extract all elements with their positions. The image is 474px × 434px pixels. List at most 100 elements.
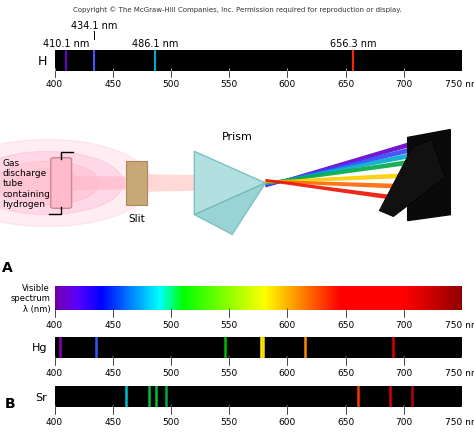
- Text: 750 nm: 750 nm: [445, 417, 474, 426]
- Bar: [285, 286, 286, 310]
- Bar: [275, 286, 276, 310]
- Bar: [67, 286, 68, 310]
- Bar: [126, 162, 147, 205]
- Bar: [106, 286, 107, 310]
- Bar: [279, 286, 280, 310]
- Bar: [237, 286, 238, 310]
- Text: Sr: Sr: [36, 392, 47, 401]
- Bar: [302, 286, 303, 310]
- Bar: [247, 286, 248, 310]
- Bar: [333, 286, 334, 310]
- Bar: [458, 286, 459, 310]
- Bar: [234, 286, 235, 310]
- Bar: [248, 286, 249, 310]
- Bar: [192, 286, 193, 310]
- Bar: [256, 286, 257, 310]
- Bar: [272, 286, 273, 310]
- Bar: [438, 286, 439, 310]
- Bar: [209, 286, 210, 310]
- Bar: [355, 286, 356, 310]
- Bar: [189, 286, 190, 310]
- Bar: [265, 286, 266, 310]
- Bar: [386, 286, 387, 310]
- Text: 550: 550: [220, 80, 238, 89]
- Bar: [392, 286, 393, 310]
- Bar: [280, 286, 281, 310]
- Bar: [382, 286, 383, 310]
- Bar: [387, 286, 388, 310]
- Bar: [411, 286, 412, 310]
- Bar: [304, 286, 305, 310]
- Bar: [339, 286, 340, 310]
- Circle shape: [0, 152, 123, 215]
- Bar: [457, 286, 458, 310]
- Bar: [359, 286, 360, 310]
- Bar: [370, 286, 371, 310]
- Bar: [343, 286, 344, 310]
- Bar: [335, 286, 336, 310]
- Bar: [65, 286, 66, 310]
- Bar: [409, 286, 410, 310]
- Bar: [99, 286, 100, 310]
- Bar: [413, 286, 414, 310]
- Bar: [415, 286, 416, 310]
- Bar: [318, 286, 319, 310]
- Bar: [187, 286, 188, 310]
- Bar: [278, 286, 279, 310]
- Bar: [330, 286, 331, 310]
- Bar: [273, 286, 274, 310]
- Bar: [157, 286, 158, 310]
- Bar: [60, 286, 61, 310]
- Bar: [183, 286, 184, 310]
- Bar: [232, 286, 233, 310]
- Bar: [446, 286, 447, 310]
- Bar: [423, 286, 424, 310]
- Bar: [174, 286, 175, 310]
- Bar: [109, 286, 110, 310]
- Text: 500: 500: [163, 80, 180, 89]
- Polygon shape: [265, 181, 417, 190]
- Bar: [397, 286, 398, 310]
- Bar: [169, 286, 170, 310]
- Bar: [88, 286, 89, 310]
- Text: 600: 600: [279, 80, 296, 89]
- Bar: [429, 286, 430, 310]
- Bar: [97, 286, 98, 310]
- Bar: [327, 286, 328, 310]
- Bar: [264, 286, 265, 310]
- Bar: [452, 286, 453, 310]
- Bar: [155, 286, 156, 310]
- Bar: [168, 286, 169, 310]
- Bar: [290, 286, 291, 310]
- Bar: [208, 286, 209, 310]
- Bar: [108, 286, 109, 310]
- Text: Copyright © The McGraw-Hill Companies, Inc. Permission required for reproduction: Copyright © The McGraw-Hill Companies, I…: [73, 7, 401, 13]
- Bar: [114, 286, 115, 310]
- Bar: [58, 286, 59, 310]
- Bar: [199, 286, 200, 310]
- Bar: [206, 286, 207, 310]
- Bar: [431, 286, 432, 310]
- Bar: [364, 286, 365, 310]
- Bar: [83, 286, 84, 310]
- Bar: [156, 286, 157, 310]
- Bar: [344, 286, 345, 310]
- Bar: [221, 286, 222, 310]
- Bar: [365, 286, 366, 310]
- Bar: [86, 286, 87, 310]
- Text: Hg: Hg: [32, 343, 47, 352]
- Text: Gas
discharge
tube
containing
hydrogen: Gas discharge tube containing hydrogen: [2, 158, 50, 209]
- Bar: [178, 286, 179, 310]
- Bar: [393, 286, 394, 310]
- Bar: [143, 286, 144, 310]
- Bar: [336, 286, 337, 310]
- Bar: [303, 286, 304, 310]
- Bar: [69, 286, 70, 310]
- Bar: [432, 286, 433, 310]
- Bar: [244, 286, 245, 310]
- Bar: [177, 286, 178, 310]
- Bar: [342, 286, 343, 310]
- Bar: [241, 286, 242, 310]
- Bar: [269, 286, 270, 310]
- Bar: [371, 286, 372, 310]
